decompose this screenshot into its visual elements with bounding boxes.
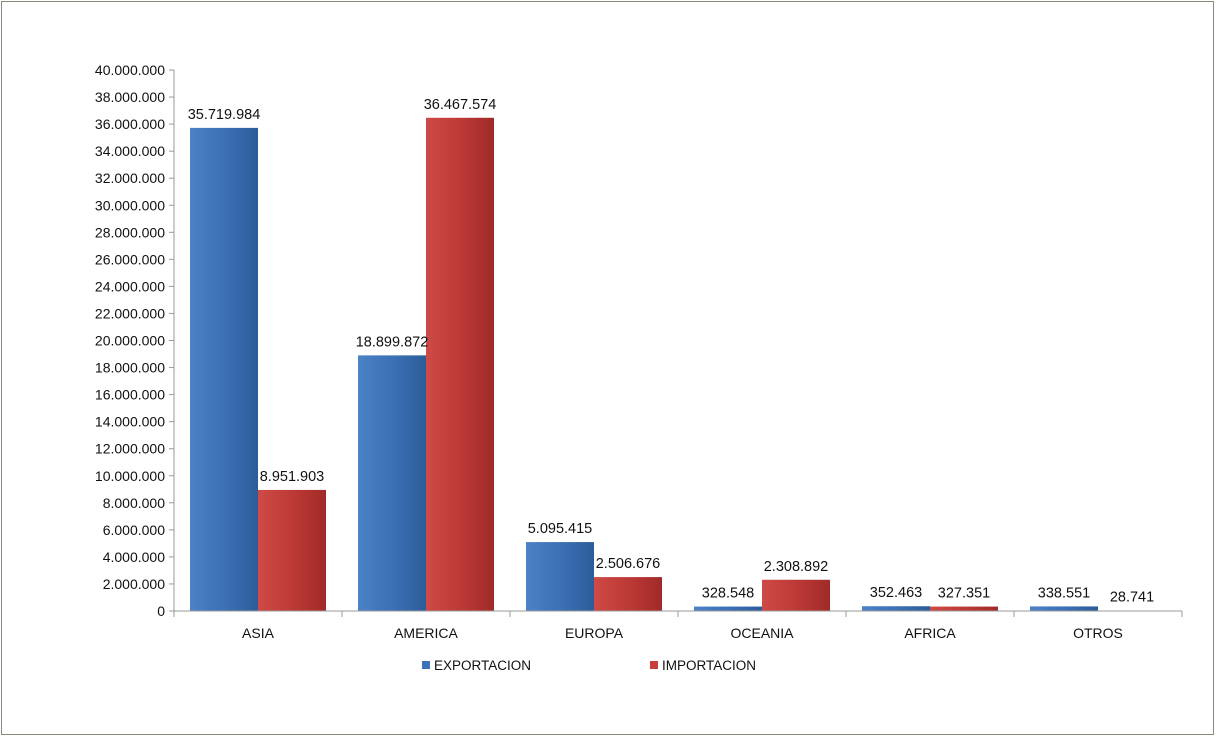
data-label: 5.095.415 — [528, 521, 593, 537]
y-tick-label: 22.000.000 — [95, 305, 165, 321]
bars — [190, 117, 1166, 612]
y-tick-label: 20.000.000 — [95, 333, 165, 349]
x-tick-label: OCEANIA — [730, 625, 794, 641]
y-tick-label: 34.000.000 — [95, 143, 165, 159]
data-label: 18.899.872 — [356, 334, 429, 350]
data-label: 2.308.892 — [764, 559, 829, 575]
y-tick-label: 24.000.000 — [95, 278, 165, 294]
y-tick-label: 12.000.000 — [95, 441, 165, 457]
bar-exportacion-otros — [1030, 606, 1098, 611]
bar-exportacion-asia — [190, 127, 258, 612]
y-tick-label: 40.000.000 — [95, 62, 165, 78]
y-tick-label: 38.000.000 — [95, 89, 165, 105]
y-tick-label: 28.000.000 — [95, 224, 165, 240]
y-tick-label: 32.000.000 — [95, 170, 165, 186]
legend-swatch-importacion — [650, 661, 658, 669]
bar-importacion-america — [426, 117, 494, 611]
y-tick-label: 8.000.000 — [103, 495, 165, 511]
y-tick-label: 6.000.000 — [103, 522, 165, 538]
bar-exportacion-europa — [526, 542, 594, 611]
bar-importacion-europa — [594, 577, 662, 611]
x-tick-label: EUROPA — [565, 625, 624, 641]
data-label: 2.506.676 — [596, 556, 661, 572]
data-label: 36.467.574 — [424, 97, 497, 113]
x-tick-label: AMERICA — [394, 625, 458, 641]
y-tick-label: 18.000.000 — [95, 360, 165, 376]
bar-importacion-oceania — [762, 579, 830, 611]
x-tick-label: AFRICA — [904, 625, 956, 641]
y-tick-label: 36.000.000 — [95, 116, 165, 132]
data-label: 8.951.903 — [260, 469, 325, 485]
x-tick-label: OTROS — [1073, 625, 1123, 641]
legend: EXPORTACION IMPORTACION — [422, 658, 756, 673]
x-tick-label: ASIA — [242, 625, 275, 641]
legend-label-exportacion: EXPORTACION — [434, 658, 531, 673]
bar-exportacion-africa — [862, 606, 930, 611]
data-label: 328.548 — [702, 586, 754, 602]
data-labels: 35.719.984 8.951.903 18.899.872 36.467.574 5… — [188, 97, 1154, 606]
y-tick-label: 30.000.000 — [95, 197, 165, 213]
data-label: 35.719.984 — [188, 107, 261, 123]
data-label: 352.463 — [870, 585, 922, 601]
y-tick-label: 4.000.000 — [103, 549, 165, 565]
y-tick-label: 14.000.000 — [95, 414, 165, 430]
legend-swatch-exportacion — [422, 661, 430, 669]
y-tick-label: 10.000.000 — [95, 468, 165, 484]
data-label: 327.351 — [938, 586, 990, 602]
y-tick-label: 0 — [157, 603, 165, 619]
data-label: 338.551 — [1038, 585, 1090, 601]
y-tick-label: 26.000.000 — [95, 251, 165, 267]
bar-exportacion-america — [358, 355, 426, 611]
bar-importacion-asia — [258, 489, 326, 611]
y-tick-label: 2.000.000 — [103, 576, 165, 592]
x-axis: ASIA AMERICA EUROPA OCEANIA AFRICA OTROS — [173, 610, 1183, 641]
bar-exportacion-oceania — [694, 606, 762, 611]
data-label: 28.741 — [1110, 590, 1154, 606]
legend-label-importacion: IMPORTACION — [662, 658, 756, 673]
y-axis: 0 2.000.000 4.000.000 6.000.000 8.000.000 10.… — [95, 62, 175, 619]
bar-importacion-africa — [930, 606, 998, 611]
y-tick-label: 16.000.000 — [95, 387, 165, 403]
